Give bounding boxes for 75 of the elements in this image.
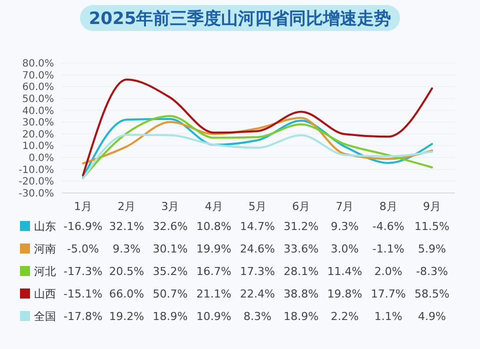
legend-label: 山东 [34, 220, 56, 233]
x-tick-label: 4月 [204, 200, 223, 213]
data-label: 21.1% [196, 287, 232, 300]
y-tick-label: 80.0% [22, 58, 54, 70]
x-tick-label: 2月 [118, 200, 136, 213]
data-label: 17.3% [240, 264, 275, 278]
data-label: 2.0% [374, 264, 402, 278]
x-tick-label: 3月 [161, 200, 180, 213]
data-label: -15.1% [64, 287, 102, 300]
data-label: 14.7% [240, 220, 275, 233]
legend-label: 山西 [34, 287, 56, 300]
data-label: 35.2% [152, 264, 188, 278]
data-label: 19.2% [109, 310, 144, 323]
x-tick-label: 8月 [379, 200, 398, 213]
y-tick-label: -10.0% [18, 164, 54, 176]
data-label: 16.7% [196, 264, 232, 278]
data-label: 3.0% [330, 242, 359, 256]
data-label: 19.9% [196, 242, 232, 256]
y-tick-label: 30.0% [22, 118, 54, 129]
x-tick-label: 6月 [292, 200, 310, 213]
data-label: 50.7% [152, 287, 188, 300]
data-label: 2.2% [330, 310, 359, 323]
x-tick-label: 7月 [336, 200, 354, 213]
data-label: 10.8% [196, 220, 232, 233]
y-tick-label: 70.0% [22, 70, 54, 82]
y-tick-label: 50.0% [22, 94, 54, 105]
data-label: 9.3% [330, 220, 359, 233]
data-label: -4.6% [372, 220, 404, 233]
line-series [82, 134, 433, 180]
data-label: 38.8% [284, 287, 319, 300]
data-label: 33.6% [284, 242, 319, 256]
data-label: 66.0% [109, 287, 144, 300]
data-label: 30.1% [152, 242, 188, 256]
line-series [82, 78, 433, 176]
data-label: 20.5% [109, 264, 144, 278]
data-label: -1.1% [372, 242, 404, 256]
data-label: 4.9% [418, 310, 446, 323]
data-label: 18.9% [152, 310, 188, 323]
line-series [82, 116, 433, 164]
data-label: 22.4% [240, 287, 275, 300]
y-tick-label: -30.0% [18, 188, 54, 200]
x-tick-label: 1月 [74, 200, 92, 213]
chart-title: 2025年前三季度山河四省同比增速走势 [88, 9, 392, 29]
data-label: 32.6% [152, 220, 188, 233]
y-tick-label: 0.0% [28, 153, 54, 164]
legend-label: 河南 [34, 242, 56, 256]
data-label: 5.9% [418, 242, 446, 256]
data-label: 58.5% [414, 287, 450, 300]
y-tick-label: 60.0% [22, 82, 54, 94]
data-label: -17.8% [64, 310, 102, 323]
data-label: -16.9% [64, 220, 102, 233]
data-label: 9.3% [112, 242, 141, 256]
data-label: 19.8% [327, 287, 362, 300]
data-label: 31.2% [284, 220, 319, 233]
x-tick-label: 5月 [248, 200, 266, 213]
data-label: -8.3% [416, 264, 448, 278]
data-label: 1.1% [374, 310, 402, 323]
data-label: -5.0% [67, 242, 99, 256]
y-tick-label: 20.0% [22, 129, 54, 140]
data-label: 11.5% [414, 220, 450, 233]
legend-label: 河北 [34, 264, 56, 278]
data-label: -17.3% [64, 264, 102, 278]
data-label: 17.7% [370, 287, 406, 300]
y-tick-label: 10.0% [22, 141, 54, 152]
y-tick-label: 40.0% [22, 106, 54, 117]
data-label: 28.1% [284, 264, 319, 278]
data-label: 32.1% [109, 220, 144, 233]
y-tick-label: -20.0% [18, 176, 54, 188]
data-label: 24.6% [240, 242, 275, 256]
data-label: 10.9% [196, 310, 232, 323]
x-tick-label: 9月 [423, 200, 441, 213]
legend-label: 全国 [34, 310, 56, 323]
data-label: 18.9% [284, 310, 319, 323]
data-label: 8.3% [244, 310, 272, 323]
data-label: 11.4% [327, 264, 362, 278]
